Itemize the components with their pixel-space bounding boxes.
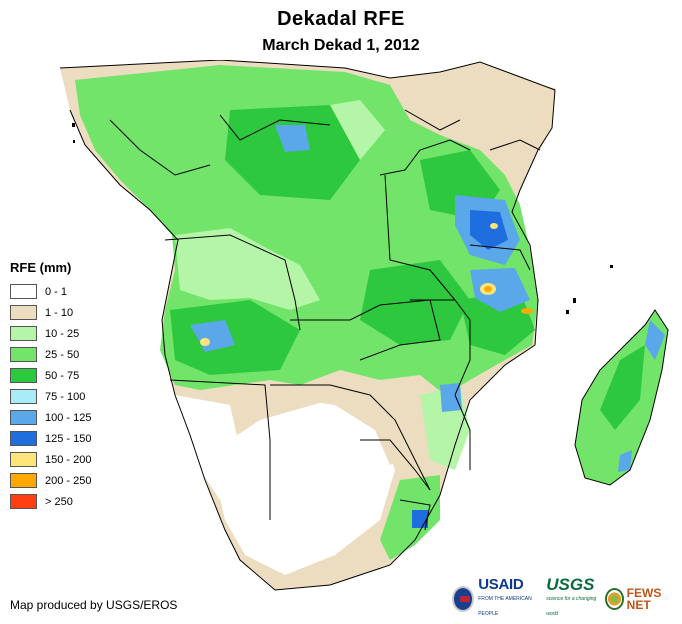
legend-item: 10 - 25 xyxy=(10,323,150,344)
legend-item: 50 - 75 xyxy=(10,365,150,386)
legend-swatch xyxy=(10,347,37,362)
coast-green-south xyxy=(380,475,440,560)
legend-label: 25 - 50 xyxy=(45,348,80,361)
legend-swatch xyxy=(10,305,37,320)
island-comoros-1 xyxy=(573,298,576,303)
dark-green-core-3 xyxy=(360,260,470,345)
dry-south-interior xyxy=(215,400,395,575)
legend-item: 150 - 200 xyxy=(10,449,150,470)
legend-label: 150 - 200 xyxy=(45,453,92,466)
legend-swatch xyxy=(10,410,37,425)
island-seychelles xyxy=(610,265,613,268)
extreme-rain-cell-4 xyxy=(200,338,210,346)
partner-logos: USAID FROM THE AMERICAN PEOPLE USGS scie… xyxy=(452,576,678,617)
legend-item: 1 - 10 xyxy=(10,302,150,323)
extreme-rain-cell-3 xyxy=(521,308,533,314)
dry-southwest xyxy=(175,395,240,500)
fews-net-logo: FEWS NET xyxy=(626,586,662,612)
legend-label: 0 - 1 xyxy=(45,285,68,298)
island-comoros-2 xyxy=(566,310,569,314)
legend-item: 100 - 125 xyxy=(10,407,150,428)
credit-text: Map produced by USGS/EROS xyxy=(10,598,178,612)
usaid-tagline: FROM THE AMERICAN PEOPLE xyxy=(478,595,532,617)
legend-item: 0 - 1 xyxy=(10,281,150,302)
map-subtitle: March Dekad 1, 2012 xyxy=(262,37,420,54)
legend-item: 25 - 50 xyxy=(10,344,150,365)
extreme-rain-cell-5 xyxy=(490,223,498,229)
legend-label: 125 - 150 xyxy=(45,432,92,445)
legend: RFE (mm) 0 - 1 1 - 10 10 - 25 25 - 50 50 - 7… xyxy=(10,260,150,512)
dark-green-core-2 xyxy=(170,300,300,375)
legend-swatch xyxy=(10,368,37,383)
legend-item: 200 - 250 xyxy=(10,470,150,491)
legend-label: 10 - 25 xyxy=(45,327,80,340)
usaid-wordmark: USAID xyxy=(478,575,524,593)
legend-label: 200 - 250 xyxy=(45,474,92,487)
legend-swatch xyxy=(10,389,37,404)
legend-swatch xyxy=(10,326,37,341)
legend-label: 75 - 100 xyxy=(45,390,86,403)
legend-item: 125 - 150 xyxy=(10,428,150,449)
legend-label: 50 - 75 xyxy=(45,369,80,382)
madagascar-core xyxy=(600,345,645,430)
usaid-seal-icon xyxy=(452,586,475,612)
legend-title: RFE (mm) xyxy=(10,260,72,275)
heavy-rain-patch-4 xyxy=(470,268,530,312)
legend-swatch xyxy=(10,452,37,467)
dry-northeast xyxy=(445,70,555,160)
dark-green-core-1 xyxy=(225,105,360,200)
light-green-patch-1 xyxy=(175,228,320,310)
madagascar-east-rain xyxy=(645,320,665,360)
usgs-tagline: science for a changing world xyxy=(546,595,597,617)
heavy-rain-patch-2 xyxy=(275,125,310,152)
usgs-logo: USGS science for a changing world xyxy=(546,574,598,622)
extreme-rain-cell-2 xyxy=(484,286,492,292)
fews-seal-icon xyxy=(604,588,624,610)
legend-swatch xyxy=(10,494,37,509)
legend-label: 100 - 125 xyxy=(45,411,92,424)
rainfall-map xyxy=(60,60,669,591)
legend-swatch xyxy=(10,431,37,446)
heavy-rain-core xyxy=(470,210,508,250)
usaid-logo: USAID FROM THE AMERICAN PEOPLE xyxy=(478,577,540,622)
legend-label: > 250 xyxy=(45,495,73,508)
madagascar-south-rain xyxy=(618,450,632,472)
map-title: Dekadal RFE xyxy=(277,8,405,30)
legend-item: 75 - 100 xyxy=(10,386,150,407)
island-bioko xyxy=(73,140,75,143)
country-borders xyxy=(60,60,669,591)
island-gulf-guinea xyxy=(72,123,75,127)
usgs-wordmark: USGS xyxy=(546,574,595,594)
legend-item: > 250 xyxy=(10,491,150,512)
dark-green-core-5 xyxy=(460,290,535,355)
legend-swatch xyxy=(10,473,37,488)
tan-band-south xyxy=(300,375,420,465)
legend-label: 1 - 10 xyxy=(45,306,74,319)
legend-swatch xyxy=(10,284,37,299)
